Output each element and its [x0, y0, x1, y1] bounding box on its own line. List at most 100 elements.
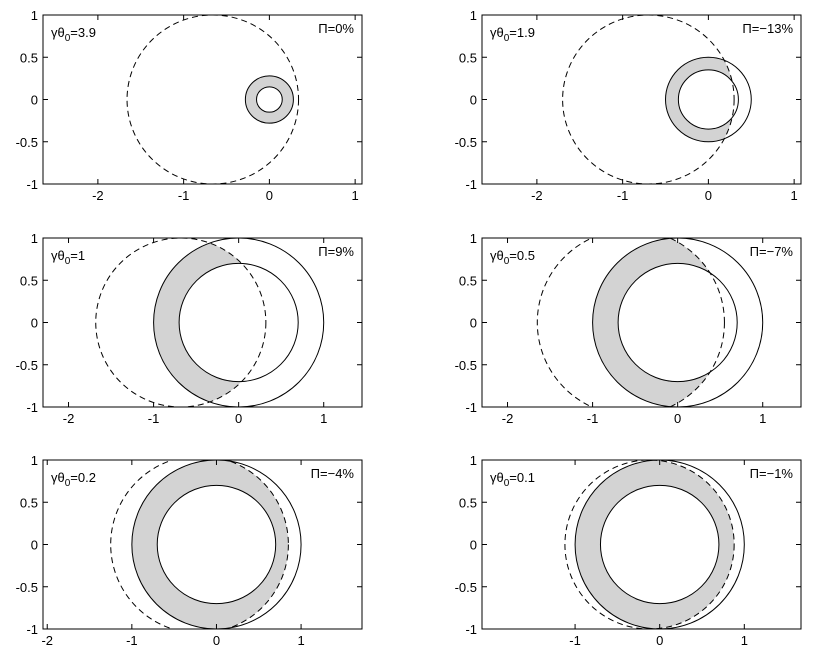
- shade-clip: [245, 75, 294, 124]
- panel-label: γθ0=0.2: [51, 470, 96, 489]
- axes-frame: [481, 14, 802, 185]
- x-tick-label: 1: [320, 411, 327, 426]
- label-symbol: γθ: [490, 25, 504, 40]
- x-tick-label: 1: [352, 188, 359, 203]
- x-tick-label: 0: [705, 188, 712, 203]
- y-tick-label: 0.5: [459, 273, 477, 288]
- label-value: =1: [70, 248, 85, 263]
- y-tick-label: 0.5: [20, 273, 38, 288]
- label-value: =0.5: [509, 248, 535, 263]
- inner-circle: [677, 69, 739, 130]
- x-tick-label: 1: [791, 188, 798, 203]
- label-subscript: 0: [504, 256, 510, 267]
- shade-clip: [575, 460, 735, 629]
- x-tick-label: 0: [266, 188, 273, 203]
- inner-circle: [178, 262, 299, 383]
- x-tick-label: 1: [759, 411, 766, 426]
- dashed-circle: [126, 15, 300, 184]
- y-tick-label: 1: [470, 453, 477, 468]
- label-subscript: 0: [65, 33, 71, 44]
- y-tick-label: 1: [31, 8, 38, 23]
- dashed-circle: [95, 238, 267, 407]
- label-value: =3.9: [70, 25, 96, 40]
- annotation: Π=−4%: [311, 466, 355, 481]
- shaded-region: [245, 75, 294, 124]
- y-tick-label: -1: [465, 400, 477, 415]
- label-subscript: 0: [504, 33, 510, 44]
- x-tick-label: -1: [148, 411, 160, 426]
- y-tick-label: -1: [465, 622, 477, 637]
- y-tick-label: 1: [31, 453, 38, 468]
- y-tick-label: 1: [470, 8, 477, 23]
- outer-circle: [665, 56, 752, 143]
- y-tick-label: 0: [470, 538, 477, 553]
- y-tick-label: 0.5: [20, 495, 38, 510]
- shaded-region: [153, 238, 266, 407]
- x-tick-label: 0: [235, 411, 242, 426]
- y-tick-label: -0.5: [16, 580, 38, 595]
- label-subscript: 0: [65, 256, 71, 267]
- x-tick-label: -2: [531, 188, 543, 203]
- annotation: Π=9%: [318, 244, 354, 259]
- panel-label: γθ0=3.9: [51, 25, 96, 44]
- label-symbol: γθ: [51, 25, 65, 40]
- x-tick-label: -1: [569, 633, 581, 648]
- annotation: Π=0%: [318, 21, 354, 36]
- x-tick-label: -1: [178, 188, 190, 203]
- label-subscript: 0: [65, 478, 71, 489]
- y-tick-label: -1: [26, 177, 38, 192]
- dashed-circle: [564, 460, 735, 629]
- plot-area: [95, 238, 325, 407]
- x-tick-label: -2: [63, 411, 75, 426]
- panel-label: γθ0=0.1: [490, 470, 535, 489]
- plot-area: [562, 15, 752, 184]
- plot-area: [110, 460, 302, 629]
- y-tick-label: 1: [31, 231, 38, 246]
- y-tick-label: 0: [31, 316, 38, 331]
- inner-circle: [599, 484, 720, 605]
- shaded-region: [131, 460, 289, 629]
- annotation: Π=−13%: [742, 21, 793, 36]
- y-tick-label: 0.5: [20, 50, 38, 65]
- x-tick-label: -1: [587, 411, 599, 426]
- x-tick-label: 0: [213, 633, 220, 648]
- y-tick-label: 0: [31, 538, 38, 553]
- plot-area: [564, 460, 745, 629]
- dashed-circle: [562, 15, 735, 184]
- x-tick-label: -2: [502, 411, 514, 426]
- dashed-circle: [536, 238, 725, 407]
- x-tick-label: -1: [617, 188, 629, 203]
- label-symbol: γθ: [490, 248, 504, 263]
- x-tick-label: -1: [126, 633, 138, 648]
- x-tick-label: 0: [674, 411, 681, 426]
- x-tick-label: 1: [741, 633, 748, 648]
- plot-area: [126, 15, 300, 184]
- shade-clip: [153, 238, 266, 407]
- y-tick-label: -0.5: [16, 358, 38, 373]
- y-tick-label: -1: [465, 177, 477, 192]
- label-value: =0.2: [70, 470, 96, 485]
- shade-clip: [131, 460, 289, 629]
- panel-label: γθ0=1: [51, 248, 85, 267]
- label-symbol: γθ: [51, 248, 65, 263]
- label-symbol: γθ: [490, 470, 504, 485]
- y-tick-label: -1: [26, 622, 38, 637]
- x-tick-label: 1: [297, 633, 304, 648]
- axes-frame: [42, 14, 363, 185]
- inner-circle: [617, 262, 738, 383]
- label-symbol: γθ: [51, 470, 65, 485]
- y-tick-label: -0.5: [455, 135, 477, 150]
- y-tick-label: -0.5: [455, 358, 477, 373]
- y-tick-label: 0: [31, 93, 38, 108]
- outer-circle: [592, 238, 764, 407]
- panel-label: γθ0=1.9: [490, 25, 535, 44]
- y-tick-label: 0.5: [459, 495, 477, 510]
- x-tick-label: -2: [41, 633, 53, 648]
- y-tick-label: -0.5: [455, 580, 477, 595]
- y-tick-label: -1: [26, 400, 38, 415]
- label-subscript: 0: [504, 478, 510, 489]
